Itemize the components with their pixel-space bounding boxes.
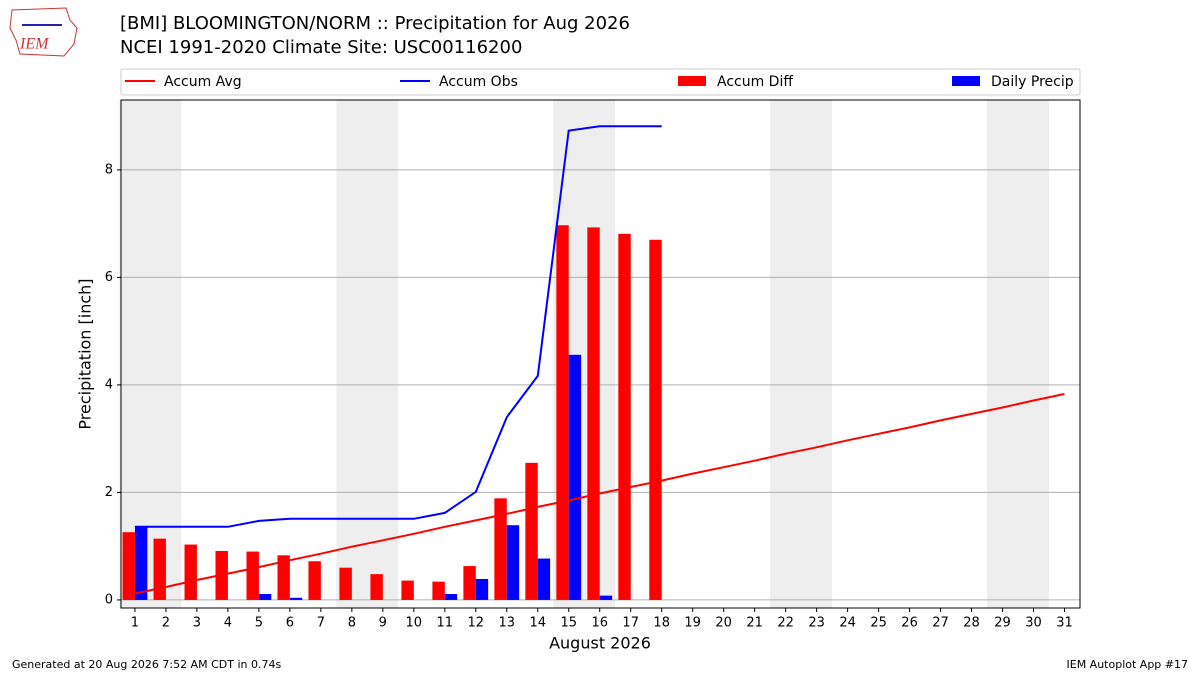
bar: [599, 595, 613, 600]
y-tick-label: 6: [105, 270, 113, 285]
logo-text: IEM: [19, 36, 50, 53]
y-tick-label: 0: [105, 592, 113, 607]
legend-box: [120, 68, 1081, 96]
x-tick-label: 30: [1025, 616, 1042, 631]
x-tick-label: 28: [963, 616, 980, 631]
line: [134, 393, 1065, 595]
x-tick-label: 27: [932, 616, 949, 631]
x-tick-label: 6: [286, 616, 294, 631]
legend-label: Accum Avg: [164, 74, 242, 90]
legend-swatch: [678, 76, 706, 86]
x-tick-label: 9: [379, 616, 387, 631]
x-tick-label: 10: [406, 616, 423, 631]
bar: [246, 551, 259, 600]
y-axis-label: Precipitation [inch]: [76, 278, 95, 429]
x-tick-label: 17: [622, 616, 639, 631]
x-tick-label: 18: [653, 616, 670, 631]
weekend-band: [119, 100, 182, 608]
plot-frame: [120, 99, 1081, 609]
bar: [122, 532, 135, 600]
x-tick-label: 7: [317, 616, 325, 631]
y-tick-label: 2: [105, 485, 113, 500]
bar: [258, 594, 272, 600]
bar: [339, 567, 352, 600]
legend-swatch: [952, 76, 980, 86]
x-tick-label: 14: [529, 616, 546, 631]
x-tick-label: 1: [131, 616, 139, 631]
x-axis-label: August 2026: [549, 634, 651, 653]
bar: [537, 558, 551, 600]
x-tick-label: 5: [255, 616, 263, 631]
bar: [525, 462, 538, 600]
x-tick-label: 29: [994, 616, 1011, 631]
bar: [556, 225, 569, 600]
bar: [568, 354, 582, 600]
logo: IEM: [9, 7, 78, 57]
chart-title: [BMI] BLOOMINGTON/NORM :: Precipitation …: [120, 13, 630, 34]
bar: [370, 574, 383, 600]
y-tick-label: 8: [105, 162, 113, 177]
bar: [184, 544, 197, 600]
bar: [506, 525, 520, 600]
x-tick-label: 31: [1056, 616, 1073, 631]
x-tick-label: 3: [193, 616, 201, 631]
bar: [134, 526, 148, 600]
bar: [494, 498, 507, 600]
x-tick-label: 22: [777, 616, 794, 631]
x-tick-label: 12: [468, 616, 485, 631]
x-tick-label: 11: [437, 616, 454, 631]
bar: [432, 581, 445, 600]
legend-label: Accum Diff: [717, 74, 793, 90]
line: [134, 125, 662, 528]
chart-subtitle: NCEI 1991-2020 Climate Site: USC00116200: [120, 37, 522, 58]
bar: [587, 227, 600, 600]
x-tick-label: 13: [498, 616, 515, 631]
legend-label: Daily Precip: [991, 74, 1074, 90]
x-tick-label: 21: [746, 616, 763, 631]
bar: [277, 555, 290, 600]
bar: [289, 597, 303, 600]
y-tick-label: 4: [105, 377, 113, 392]
bar: [463, 566, 476, 600]
x-tick-label: 15: [560, 616, 577, 631]
bar: [401, 580, 414, 600]
bar: [444, 594, 458, 600]
x-tick-label: 26: [901, 616, 918, 631]
bar: [618, 233, 631, 600]
x-tick-label: 16: [591, 616, 608, 631]
bar: [308, 561, 321, 600]
footer-left: Generated at 20 Aug 2026 7:52 AM CDT in …: [12, 658, 281, 671]
x-tick-label: 25: [870, 616, 887, 631]
bar: [649, 239, 662, 600]
weekend-band: [770, 100, 833, 608]
bar: [475, 578, 489, 600]
footer-right: IEM Autoplot App #17: [1067, 658, 1189, 671]
x-tick-label: 20: [715, 616, 732, 631]
x-tick-label: 4: [224, 616, 232, 631]
x-tick-label: 24: [839, 616, 856, 631]
x-tick-label: 23: [808, 616, 825, 631]
legend-label: Accum Obs: [439, 74, 518, 90]
bar: [153, 538, 166, 600]
x-tick-label: 8: [348, 616, 356, 631]
weekend-band: [336, 100, 399, 608]
x-tick-label: 19: [684, 616, 701, 631]
weekend-band: [987, 100, 1050, 608]
x-tick-label: 2: [162, 616, 170, 631]
